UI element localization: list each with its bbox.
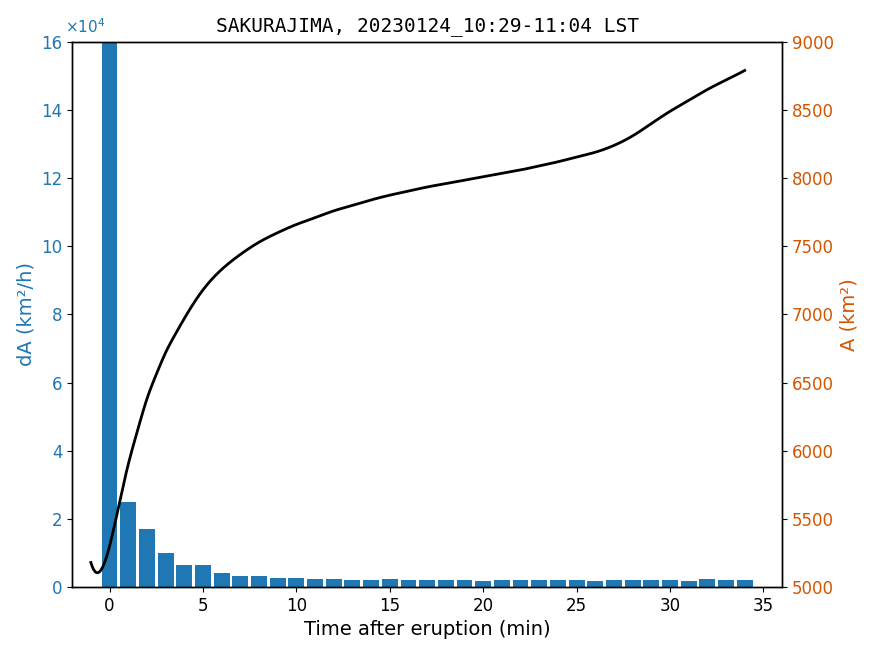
Bar <box>289 577 304 587</box>
Bar <box>475 581 491 587</box>
Bar <box>643 579 659 587</box>
Bar <box>326 579 341 587</box>
Bar <box>401 581 416 587</box>
Bar <box>120 502 136 587</box>
Bar <box>457 581 472 587</box>
Bar <box>214 573 229 587</box>
Bar <box>737 579 752 587</box>
Bar <box>195 565 211 587</box>
Bar <box>419 579 435 587</box>
Bar <box>363 579 379 587</box>
Bar <box>307 579 323 587</box>
Bar <box>699 579 715 587</box>
Bar <box>382 579 398 587</box>
Bar <box>139 529 155 587</box>
Bar <box>662 581 678 587</box>
Bar <box>550 579 566 587</box>
Y-axis label: A (km²): A (km²) <box>839 278 858 351</box>
X-axis label: Time after eruption (min): Time after eruption (min) <box>304 621 550 640</box>
Bar <box>513 581 528 587</box>
Bar <box>177 565 192 587</box>
Bar <box>531 581 547 587</box>
Bar <box>587 581 603 587</box>
Bar <box>718 579 734 587</box>
Bar <box>102 42 117 587</box>
Title: SAKURAJIMA, 20230124_10:29-11:04 LST: SAKURAJIMA, 20230124_10:29-11:04 LST <box>215 16 639 35</box>
Bar <box>233 576 248 587</box>
Bar <box>270 577 285 587</box>
Bar <box>493 579 510 587</box>
Bar <box>251 576 267 587</box>
Bar <box>681 581 696 587</box>
Text: $\times10^4$: $\times10^4$ <box>65 18 106 36</box>
Bar <box>158 553 173 587</box>
Y-axis label: dA (km²/h): dA (km²/h) <box>17 262 36 367</box>
Bar <box>438 581 454 587</box>
Bar <box>569 581 584 587</box>
Bar <box>625 581 640 587</box>
Bar <box>606 579 622 587</box>
Bar <box>345 581 360 587</box>
